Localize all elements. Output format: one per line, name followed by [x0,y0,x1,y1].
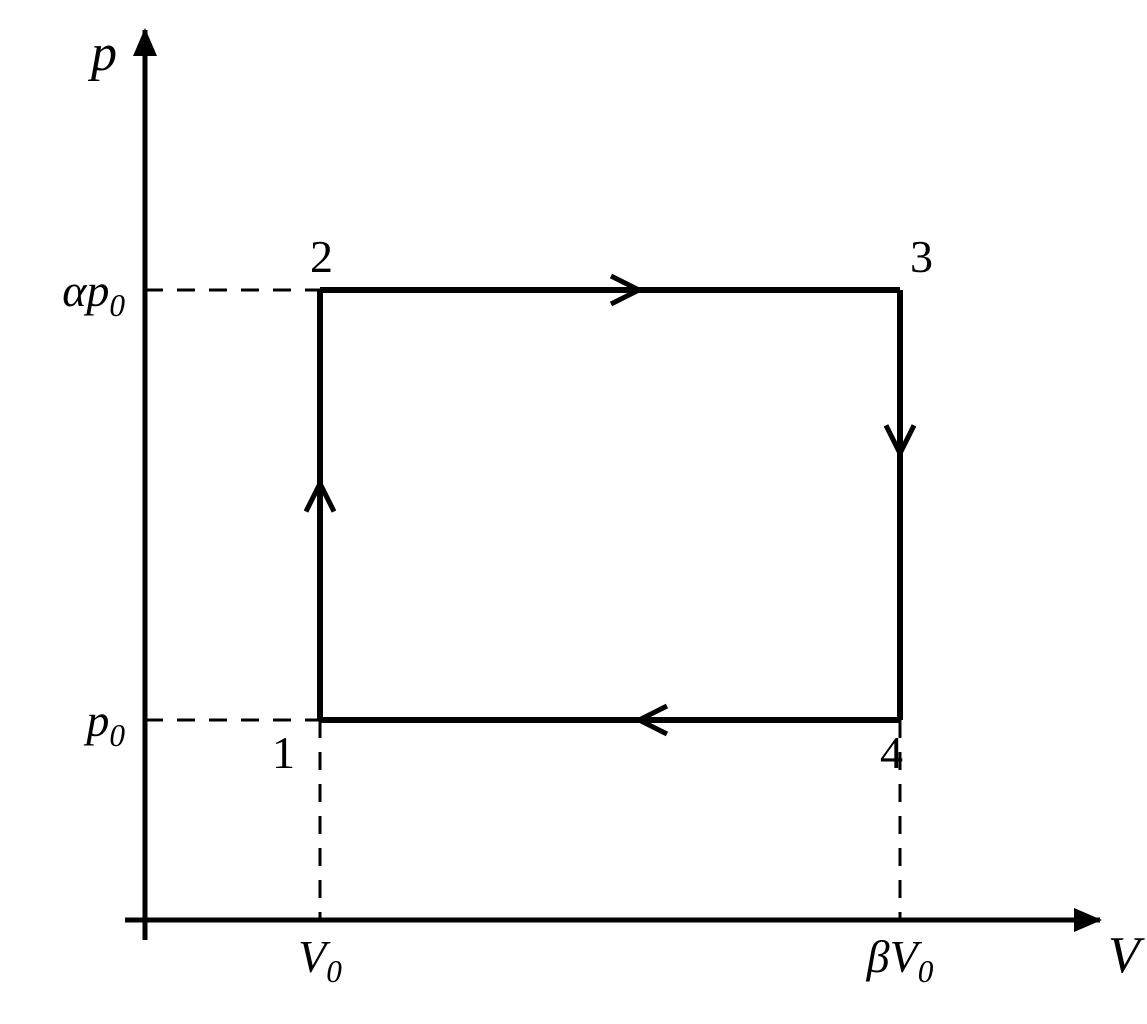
y-axis-label: p [87,25,117,82]
x-tick-label-0: V0 [298,931,342,989]
corner-label-1: 1 [272,727,295,778]
x-axis-label: V [1108,927,1145,984]
y-tick-label-1: αp0 [62,265,125,323]
axis-arrowhead-icon [133,28,157,56]
corner-label-3: 3 [910,231,933,282]
pv-diagram-svg: p Vp0 αp0 V0 βV0 1 2 3 4 [0,0,1147,1024]
corner-label-2: 2 [310,231,333,282]
diagram-container: p Vp0 αp0 V0 βV0 1 2 3 4 [0,0,1147,1024]
x-tick-label-1: βV0 [866,931,934,989]
y-tick-label-0: p0 [83,695,125,753]
corner-label-4: 4 [880,727,903,778]
axis-arrowhead-icon [1074,908,1102,932]
